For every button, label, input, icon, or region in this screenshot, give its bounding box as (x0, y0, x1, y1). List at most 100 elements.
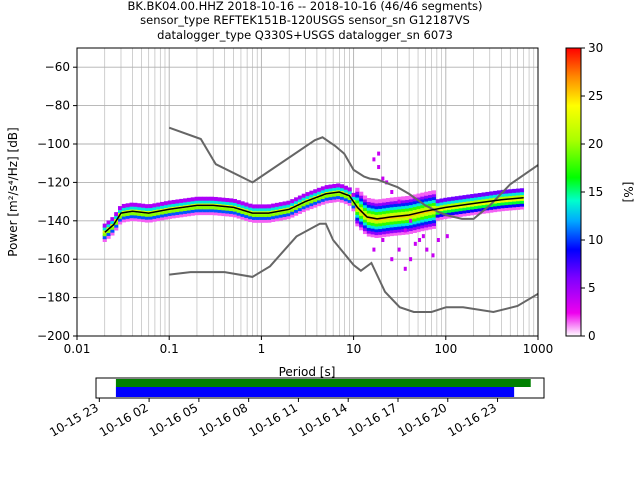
heatmap-cell (156, 202, 161, 207)
heatmap-cell (420, 192, 425, 197)
heatmap-cell (374, 205, 379, 210)
heatmap-cell (156, 205, 161, 210)
heatmap-cell (382, 227, 387, 232)
heatmap-cell (496, 201, 502, 206)
heatmap-cell (366, 206, 371, 211)
heatmap-cell (294, 211, 299, 216)
colorbar-label: [%] (621, 182, 635, 203)
heatmap-cell (362, 207, 368, 212)
heatmap-cell (267, 204, 272, 209)
heatmap-cell (278, 210, 283, 215)
heatmap-cell (389, 209, 394, 214)
heatmap-cell (412, 214, 417, 219)
heatmap-cell (340, 184, 345, 189)
heatmap-cell (125, 217, 130, 222)
heatmap-cell (470, 205, 475, 210)
heatmap-cell (347, 190, 352, 195)
heatmap-cell (320, 200, 325, 205)
heatmap-cell (240, 212, 245, 217)
heatmap-cell (403, 266, 407, 271)
heatmap-cell (355, 190, 360, 195)
heatmap-cell (454, 207, 459, 212)
heatmap-cell (301, 202, 306, 207)
heatmap-cell (424, 200, 429, 205)
heatmap-cell (412, 203, 417, 208)
heatmap-cell (428, 211, 433, 216)
heatmap-cell (290, 202, 295, 207)
heatmap-cell (102, 238, 107, 242)
heatmap-cell (362, 195, 368, 200)
heatmap-cell (274, 211, 280, 216)
heatmap-cell (267, 218, 272, 223)
heatmap-cell (393, 231, 398, 236)
heatmap-cell (382, 221, 387, 226)
heatmap-cell (240, 207, 245, 212)
heatmap-cell (447, 208, 452, 213)
heatmap-cell (225, 200, 230, 205)
heatmap-cell (286, 206, 291, 211)
heatmap-cell (355, 213, 360, 218)
y-tick-label: −140 (37, 214, 70, 228)
heatmap-cell (343, 188, 348, 193)
heatmap-cell (516, 191, 521, 196)
heatmap-cell (447, 205, 452, 210)
heatmap-cell (397, 219, 402, 224)
heatmap-cell (416, 202, 421, 207)
heatmap-cell (125, 211, 130, 216)
heatmap-cell (489, 200, 494, 205)
title-line-2: sensor_type REFTEK151B-120USGS sensor_sn… (140, 13, 470, 27)
heatmap-cell (462, 209, 467, 214)
heatmap-cell (163, 215, 169, 220)
colorbar-tick-label: 5 (588, 281, 596, 295)
heatmap-cell (489, 205, 494, 210)
heatmap-cell (519, 199, 525, 204)
heatmap-cell (431, 196, 436, 201)
heatmap-cell (389, 217, 394, 222)
heatmap-cell (324, 187, 329, 192)
heatmap-cell (405, 210, 410, 215)
heatmap-cell (286, 200, 291, 205)
heatmap-cell (362, 224, 368, 229)
heatmap-cell (332, 198, 337, 203)
heatmap-cell (129, 211, 134, 216)
heatmap-cell (408, 206, 414, 211)
colorbar: 0 5 10 15 20 25 30 [%] (565, 41, 635, 343)
heatmap-cell (454, 201, 459, 206)
heatmap-cell (424, 220, 429, 225)
heatmap-cell (431, 193, 436, 198)
heatmap-cell (244, 205, 249, 210)
heatmap-cell (232, 207, 237, 212)
heatmap-cell (163, 209, 169, 214)
heatmap-cell (508, 197, 513, 202)
heatmap-cell (382, 224, 387, 229)
heatmap-cell (431, 216, 436, 221)
heatmap-cell (412, 226, 417, 231)
heatmap-cell (198, 202, 203, 207)
heatmap-cell (389, 220, 394, 225)
heatmap-cell (374, 213, 379, 218)
heatmap-cell (431, 204, 436, 209)
heatmap-cell (320, 194, 325, 199)
heatmap-cell (286, 215, 291, 220)
heatmap-cell (362, 230, 368, 235)
heatmap-cell (370, 218, 375, 223)
heatmap-cell (420, 215, 425, 220)
heatmap-cell (359, 197, 364, 202)
heatmap-cell (267, 215, 272, 220)
heatmap-cell (431, 201, 436, 206)
heatmap-cell (405, 227, 410, 232)
heatmap-cell (194, 205, 199, 210)
heatmap-cell (512, 197, 517, 202)
heatmap-cell (171, 205, 176, 210)
heatmap-cell (133, 202, 138, 207)
mode-line (104, 191, 524, 233)
heatmap-cell (213, 208, 218, 213)
heatmap-cell (508, 203, 513, 208)
heatmap-cell (305, 203, 310, 208)
heatmap-cell (221, 200, 226, 205)
heatmap-cell (148, 204, 153, 209)
heatmap-cell (121, 215, 126, 220)
heatmap-cell (137, 211, 142, 216)
heatmap-cell (485, 191, 490, 196)
heatmap-cell (359, 200, 364, 205)
